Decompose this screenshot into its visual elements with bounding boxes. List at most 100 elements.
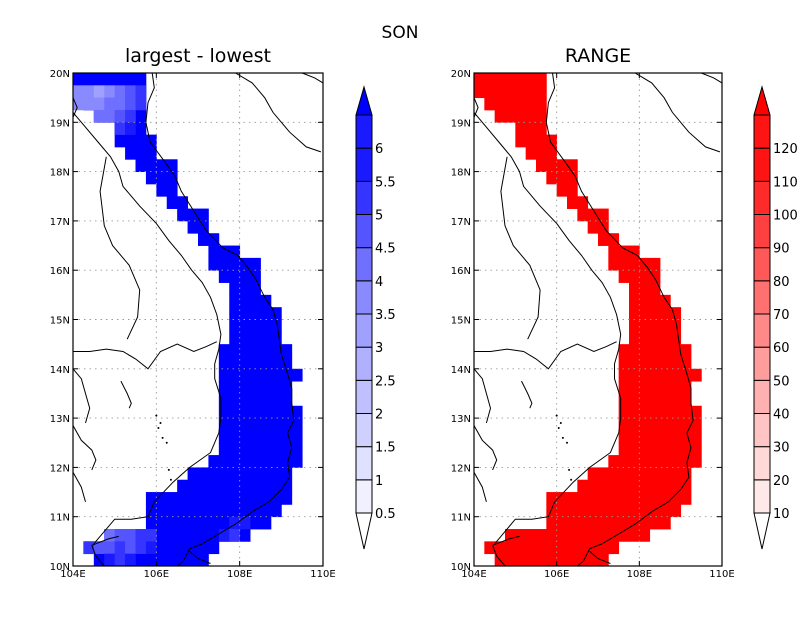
- colorbar-label: 2: [375, 408, 383, 423]
- heatmap-cell: [93, 85, 105, 98]
- heatmap-cell-row: [505, 529, 651, 542]
- heatmap-cell: [73, 97, 84, 111]
- colorbar-label: 6: [375, 142, 383, 157]
- heatmap-cell-row: [608, 245, 640, 259]
- heatmap-cell: [114, 97, 126, 111]
- coastline: [492, 535, 520, 546]
- heatmap-cell-row: [218, 418, 303, 431]
- island: [559, 422, 562, 425]
- heatmap-cell-row: [218, 344, 293, 357]
- heatmap-cell: [125, 109, 136, 123]
- heatmap-cell-row: [515, 134, 558, 148]
- island: [167, 468, 170, 471]
- colorbar-box: [355, 114, 373, 149]
- heatmap-cell-row: [135, 159, 178, 172]
- heatmap-cell-row: [166, 196, 188, 209]
- y-tick-label: 16N: [50, 266, 70, 277]
- heatmap-cell-row: [629, 294, 671, 308]
- heatmap-cell-row: [145, 516, 272, 530]
- panel-title: largest - lowest: [125, 45, 271, 67]
- coastline: [72, 112, 222, 545]
- island: [165, 441, 168, 444]
- coastline: [99, 156, 141, 340]
- heatmap-cell-row: [577, 208, 609, 222]
- heatmap-cell-row: [145, 492, 293, 505]
- x-tick-label: 108E: [627, 569, 652, 580]
- y-tick-label: 13N: [451, 414, 471, 425]
- coastline: [492, 545, 506, 567]
- heatmap-cell-row: [546, 492, 692, 505]
- x-tick-label: 104E: [461, 569, 486, 580]
- heatmap-cell-row: [618, 405, 702, 419]
- coastline: [474, 341, 617, 370]
- heatmap-cell-row: [218, 368, 303, 382]
- island: [169, 478, 172, 481]
- heatmap-cell: [104, 97, 115, 111]
- heatmap-cell-row: [229, 319, 282, 333]
- heatmap-cell-row: [218, 381, 293, 394]
- colorbar-label: 60: [773, 341, 790, 356]
- heatmap-cell-row: [587, 467, 692, 481]
- y-tick-label: 10N: [50, 562, 70, 573]
- coastline: [701, 72, 723, 84]
- heatmap-cell-row: [618, 393, 692, 407]
- heatmap-cell: [114, 109, 126, 123]
- colorbar-box: [753, 114, 771, 149]
- heatmap-cell: [73, 85, 84, 98]
- colorbar-box: [355, 247, 373, 282]
- heatmap-cell-row: [229, 282, 261, 296]
- heatmap-cell: [104, 109, 115, 123]
- heatmap-cell: [104, 541, 115, 554]
- coastline: [235, 72, 322, 153]
- x-tick-label: 110E: [310, 569, 335, 580]
- island: [161, 436, 164, 439]
- colorbar-box: [355, 280, 373, 315]
- y-tick-label: 15N: [50, 316, 70, 327]
- panel-1: largest - lowest 10N 11N 12N 13N 14N 15N 16N 17N…: [50, 45, 396, 580]
- y-tick-label: 19N: [50, 118, 70, 129]
- heatmap-cell-row: [156, 183, 178, 197]
- colorbar-box: [355, 313, 373, 348]
- heatmap-cell: [125, 529, 136, 542]
- heatmap-cell-row: [618, 418, 702, 431]
- heatmap-cell-row: [608, 455, 702, 468]
- heatmap-cell: [114, 122, 126, 135]
- heatmap-cell: [93, 541, 105, 554]
- y-tick-label: 18N: [50, 168, 70, 179]
- colorbar-label: 0.5: [375, 507, 396, 522]
- heatmap-cell-row: [177, 208, 209, 222]
- heatmap-cell-row: [187, 467, 293, 481]
- heatmap-cell-row: [525, 146, 558, 160]
- heatmap-cell: [239, 516, 251, 530]
- colorbar-extend-high: [753, 85, 771, 116]
- heatmap-cell: [135, 85, 147, 98]
- coastline: [500, 156, 541, 340]
- heatmap-cell-row: [484, 97, 547, 111]
- colorbar-extend-low: [355, 512, 373, 550]
- colorbar-box: [753, 413, 771, 448]
- heatmap-cell: [125, 122, 136, 135]
- heatmap-cell: [114, 553, 126, 567]
- island: [561, 436, 564, 439]
- coastline: [589, 550, 611, 564]
- y-tick-label: 12N: [451, 463, 471, 474]
- x-tick-label: 104E: [60, 569, 85, 580]
- coastline: [302, 72, 324, 84]
- heatmap-cell: [229, 516, 240, 530]
- x-tick-label: 106E: [544, 569, 569, 580]
- x-tick-label: 108E: [227, 569, 252, 580]
- heatmap-cell: [104, 553, 115, 567]
- heatmap-cell: [135, 529, 147, 542]
- island: [157, 426, 160, 429]
- heatmap-cell: [93, 109, 105, 123]
- heatmap-cell: [93, 97, 105, 111]
- heatmap-cell-row: [484, 541, 620, 555]
- colorbar-box: [355, 147, 373, 182]
- y-tick-label: 18N: [451, 168, 471, 179]
- heatmap-cell-row: [618, 381, 692, 394]
- coastline: [473, 472, 487, 503]
- colorbar-box: [753, 313, 771, 348]
- colorbar-label: 5: [375, 209, 383, 224]
- panel-2: RANGE 10N 11N 12N 13N 14N 15N 16N 17N 18N 19N 20N 10…: [451, 45, 798, 580]
